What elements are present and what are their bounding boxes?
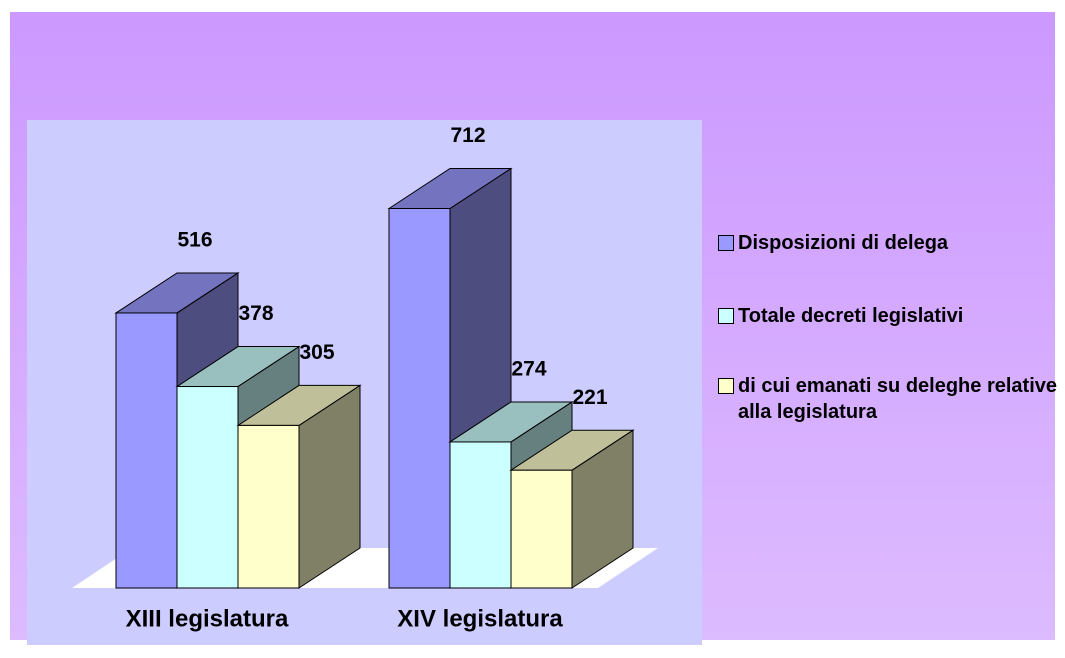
data-label: 516 — [177, 229, 212, 252]
bar-front — [388, 208, 451, 589]
legend-item: Totale decreti legislativi — [718, 303, 1058, 329]
legend-label: Disposizioni di delega — [738, 232, 949, 254]
x-tick-label: XIII legislatura — [126, 605, 289, 632]
data-label: 378 — [238, 302, 273, 325]
data-label: 221 — [572, 386, 607, 409]
bar-front — [237, 424, 300, 589]
bar — [509, 429, 635, 589]
data-label: 305 — [299, 341, 334, 364]
data-label: 712 — [450, 124, 485, 147]
bar — [236, 384, 362, 589]
legend-swatch — [718, 235, 734, 251]
x-tick-label: XIV legislatura — [397, 605, 563, 632]
data-label: 274 — [511, 358, 546, 381]
bar-front — [115, 312, 178, 589]
bar-front — [176, 386, 239, 589]
legend-item: di cui emanati su deleghe relative alla … — [718, 373, 1058, 425]
legend-item: Disposizioni di delega — [718, 230, 1058, 256]
bar-front — [449, 441, 512, 589]
bar-front — [510, 469, 573, 589]
legend-swatch — [718, 308, 734, 324]
legend-swatch — [718, 378, 734, 394]
legend-label: Totale decreti legislativi — [738, 305, 964, 327]
legend-label: di cui emanati su deleghe relative alla … — [738, 375, 1058, 423]
